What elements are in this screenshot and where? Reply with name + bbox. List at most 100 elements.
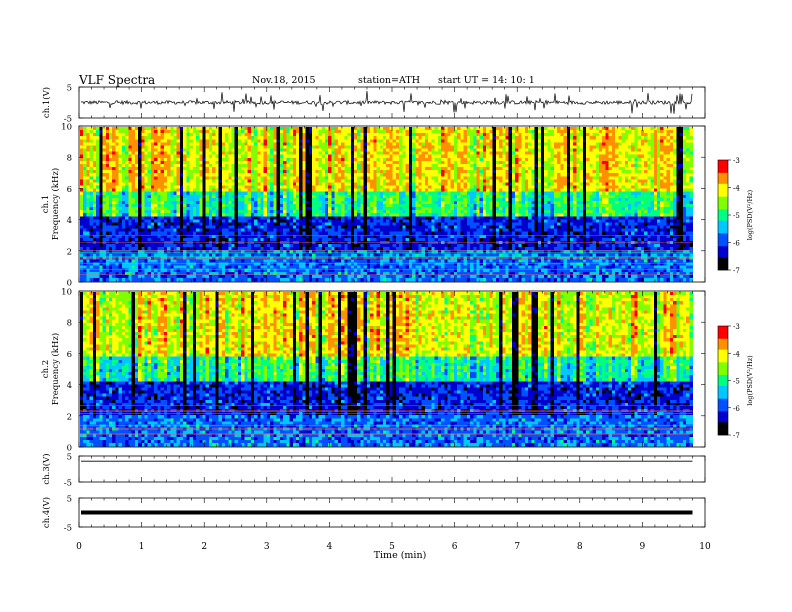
spectrogram-cell xyxy=(257,198,261,201)
spectrogram-cell xyxy=(525,145,529,148)
spectrogram-cell xyxy=(396,158,400,161)
spectrogram-cell xyxy=(667,158,671,161)
spectrogram-cell xyxy=(499,164,503,167)
spectrogram-cell xyxy=(625,173,629,176)
spectrogram-cell xyxy=(277,164,281,167)
spectrogram-cell xyxy=(309,186,313,189)
spectrogram-cell xyxy=(360,142,364,145)
spectrogram-cell xyxy=(499,149,503,152)
spectrogram-cell xyxy=(625,136,629,139)
spectrogram-cell xyxy=(370,179,374,182)
spectrogram-cell xyxy=(238,158,242,161)
spectrogram-cell xyxy=(177,127,181,130)
spectrogram-cell xyxy=(215,204,219,207)
spectrogram-cell xyxy=(177,164,181,167)
spectrogram-cell xyxy=(544,139,548,142)
spectrogram-cell xyxy=(506,136,510,139)
spectrogram-cell xyxy=(676,201,680,204)
spectrogram-cell xyxy=(383,201,387,204)
spectrogram-cell xyxy=(689,158,693,161)
spectrogram-cell xyxy=(451,127,455,130)
spectrogram-cell xyxy=(531,133,535,136)
spectrogram-cell xyxy=(212,204,216,207)
spectrogram-cell xyxy=(293,176,297,179)
spectrogram-cell xyxy=(373,142,377,145)
spectrogram-cell xyxy=(138,158,142,161)
spectrogram-cell xyxy=(522,189,526,192)
spectrogram-cell xyxy=(270,158,274,161)
spectrogram-cell xyxy=(638,201,642,204)
spectrogram-cell xyxy=(206,161,210,164)
spectrogram-cell xyxy=(576,173,580,176)
spectrogram-cell xyxy=(360,198,364,201)
spectrogram-cell xyxy=(506,167,510,170)
spectrogram-cell xyxy=(651,170,655,173)
spectrogram-cell xyxy=(283,127,287,130)
spectrogram-cell xyxy=(596,167,600,170)
spectrogram-cell xyxy=(605,145,609,148)
spectrogram-cell xyxy=(596,127,600,130)
spectrogram-cell xyxy=(322,182,326,185)
spectrogram-cell xyxy=(261,152,265,155)
spectrogram-cell xyxy=(296,204,300,207)
spectrogram-cell xyxy=(660,164,664,167)
spectrogram-cell xyxy=(399,145,403,148)
spectrogram-cell xyxy=(286,198,290,201)
spectrogram-cell xyxy=(115,158,119,161)
spectrogram-cell xyxy=(470,158,474,161)
spectrogram-cell xyxy=(367,170,371,173)
spectrogram-cell xyxy=(567,136,571,139)
spectrogram-cell xyxy=(299,192,303,195)
spectrogram-cell xyxy=(386,136,390,139)
spectrogram-cell xyxy=(422,186,426,189)
spectrogram-cell xyxy=(190,145,194,148)
spectrogram-cell xyxy=(360,149,364,152)
spectrogram-cell xyxy=(538,164,542,167)
spectrogram-cell xyxy=(141,170,145,173)
spectrogram-cell xyxy=(112,158,116,161)
spectrogram-cell xyxy=(396,155,400,158)
spectrogram-cell xyxy=(344,127,348,130)
spectrogram-cell xyxy=(593,145,597,148)
spectrogram-cell xyxy=(309,195,313,198)
spectrogram-cell xyxy=(190,182,194,185)
spectrogram-cell xyxy=(667,164,671,167)
spectrogram-cell xyxy=(486,130,490,133)
spectrogram-cell xyxy=(589,167,593,170)
spectrogram-cell xyxy=(96,195,100,198)
spectrogram-cell xyxy=(402,201,406,204)
spectrogram-cell xyxy=(573,155,577,158)
spectrogram-cell xyxy=(541,186,545,189)
spectrogram-cell xyxy=(344,130,348,133)
spectrogram-cell xyxy=(447,186,451,189)
spectrogram-cell xyxy=(257,152,261,155)
spectrogram-cell xyxy=(206,158,210,161)
spectrogram-cell xyxy=(106,161,110,164)
spectrogram-cell xyxy=(406,204,410,207)
spectrogram-cell xyxy=(535,161,539,164)
spectrogram-cell xyxy=(518,164,522,167)
spectrogram-cell xyxy=(580,152,584,155)
spectrogram-cell xyxy=(535,201,539,204)
spectrogram-cell xyxy=(431,198,435,201)
spectrogram-cell xyxy=(228,149,232,152)
spectrogram-cell xyxy=(193,127,197,130)
spectrogram-cell xyxy=(431,179,435,182)
spectrogram-cell xyxy=(473,167,477,170)
spectrogram-cell xyxy=(232,127,236,130)
spectrogram-cell xyxy=(244,164,248,167)
spectrogram-cell xyxy=(518,130,522,133)
spectrogram-cell xyxy=(144,170,148,173)
spectrogram-cell xyxy=(312,204,316,207)
spectrogram-cell xyxy=(238,186,242,189)
spectrogram-cell xyxy=(596,133,600,136)
spectrogram-cell xyxy=(415,179,419,182)
spectrogram-cell xyxy=(605,149,609,152)
spectrogram-cell xyxy=(560,179,564,182)
spectrogram-cell xyxy=(209,201,213,204)
spectrogram-cell xyxy=(290,201,294,204)
spectrogram-cell xyxy=(306,198,310,201)
spectrogram-cell xyxy=(551,189,555,192)
spectrogram-cell xyxy=(360,192,364,195)
spectrogram-cell xyxy=(261,198,265,201)
